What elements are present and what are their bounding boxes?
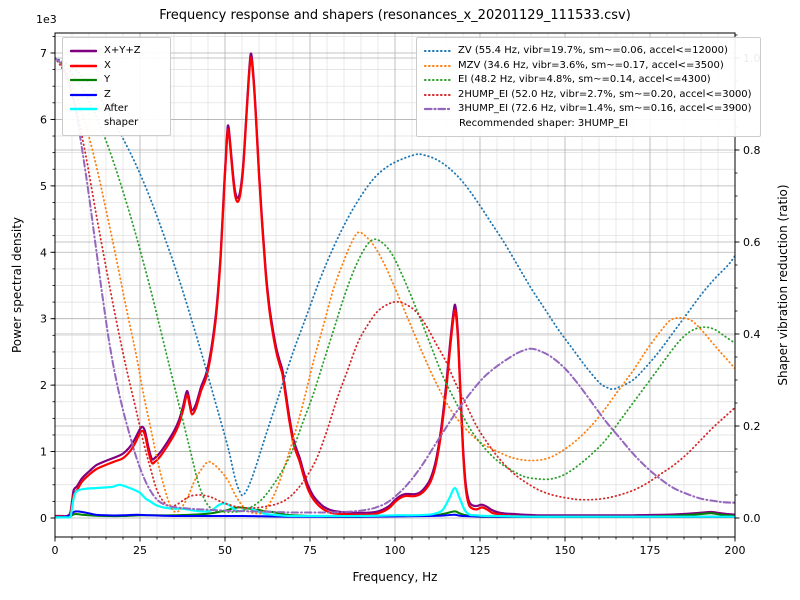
y-left-tick-label: 1 xyxy=(40,446,47,459)
curves xyxy=(55,52,735,519)
y-axis-label-right: Shaper vibration reduction (ratio) xyxy=(776,184,790,386)
legend-item-3hump_ei: 3HUMP_EI (72.6 Hz, vibr=1.4%, sm~=0.16, … xyxy=(424,102,752,116)
x-tick-label: 0 xyxy=(52,544,59,557)
legend-label-mzv: MZV (34.6 Hz, vibr=3.6%, sm~=0.17, accel… xyxy=(458,59,724,71)
y-left-tick-label: 4 xyxy=(40,246,47,259)
x-tick-label: 25 xyxy=(133,544,147,557)
series-z xyxy=(55,510,735,519)
legend-swatch-x-y-z xyxy=(70,49,97,53)
legend-label-after-shaper: After shaper xyxy=(104,103,139,128)
y-right-tick-label: 0.6 xyxy=(743,236,761,249)
series-ei xyxy=(55,57,735,514)
legend-swatch-zv xyxy=(424,49,451,53)
legend-label-3hump_ei: 3HUMP_EI (72.6 Hz, vibr=1.4%, sm~=0.16, … xyxy=(458,103,752,114)
legend-item-after-shaper: After shaper xyxy=(70,102,162,129)
y-right-tick-label: 0.2 xyxy=(743,420,761,433)
legend-label-y: Y xyxy=(104,74,111,85)
legend-label-2hump_ei: 2HUMP_EI (52.0 Hz, vibr=2.7%, sm~=0.20, … xyxy=(458,88,752,100)
legend-swatch-x xyxy=(70,64,97,67)
x-tick-label: 150 xyxy=(555,544,576,557)
chart-title: Frequency response and shapers (resonanc… xyxy=(159,8,631,23)
legend-label-z: Z xyxy=(104,88,111,100)
psd-legend: X+Y+Z X Y Z After shaper xyxy=(62,37,171,136)
series-x xyxy=(55,56,735,518)
series-2hump_ei xyxy=(55,57,735,509)
legend-swatch-z xyxy=(70,93,97,96)
y-left-tick-label: 5 xyxy=(40,180,47,193)
legend-item-ei: EI (48.2 Hz, vibr=4.8%, sm~=0.14, accel<… xyxy=(424,73,752,87)
legend-swatch-mzv xyxy=(424,64,451,67)
legend-swatch-after-shaper xyxy=(70,107,97,111)
y-left-tick-label: 2 xyxy=(40,379,47,392)
shaper-legend: ZV (55.4 Hz, vibr=19.7%, sm~=0.06, accel… xyxy=(416,37,761,137)
y-left-tick-label: 3 xyxy=(40,313,47,326)
y-left-tick-label: 0 xyxy=(40,512,47,525)
legend-item-zv: ZV (55.4 Hz, vibr=19.7%, sm~=0.06, accel… xyxy=(424,44,752,58)
legend-label-zv: ZV (55.4 Hz, vibr=19.7%, sm~=0.06, accel… xyxy=(458,45,728,56)
series-3hump_ei xyxy=(55,57,735,514)
x-tick-label: 175 xyxy=(640,544,661,557)
legend-swatch-3hump_ei xyxy=(424,107,451,111)
x-tick-label: 75 xyxy=(303,544,317,557)
recommended-shaper-note: Recommended shaper: 3HUMP_EI xyxy=(459,117,629,129)
y-left-tick-label: 6 xyxy=(40,113,47,126)
legend-swatch-y xyxy=(70,78,97,82)
legend-label-ei: EI (48.2 Hz, vibr=4.8%, sm~=0.14, accel<… xyxy=(458,74,711,85)
x-tick-label: 125 xyxy=(470,544,491,557)
legend-label-x-y-z: X+Y+Z xyxy=(104,45,141,56)
y-axis-offset-text: 1e3 xyxy=(36,13,57,26)
legend-item-2hump_ei: 2HUMP_EI (52.0 Hz, vibr=2.7%, sm~=0.20, … xyxy=(424,88,752,102)
x-tick-label: 50 xyxy=(218,544,232,557)
legend-item-x-y-z: X+Y+Z xyxy=(70,44,162,58)
legend-item-mzv: MZV (34.6 Hz, vibr=3.6%, sm~=0.17, accel… xyxy=(424,59,752,73)
legend-item-y: Y xyxy=(70,73,162,87)
y-left-tick-label: 7 xyxy=(40,47,47,60)
x-tick-label: 200 xyxy=(725,544,746,557)
x-tick-label: 100 xyxy=(385,544,406,557)
series-mzv xyxy=(55,57,735,515)
legend-item-z: Z xyxy=(70,88,162,102)
legend-label-x: X xyxy=(104,59,111,71)
y-axis-label-left: Power spectral density xyxy=(10,216,24,354)
y-right-tick-label: 0.4 xyxy=(743,328,761,341)
legend-swatch-2hump_ei xyxy=(424,93,451,96)
x-axis-label: Frequency, Hz xyxy=(352,570,438,584)
series-zv xyxy=(55,57,735,497)
y-right-tick-label: 0.0 xyxy=(743,512,761,525)
legend-swatch-ei xyxy=(424,78,451,82)
y-right-tick-label: 0.8 xyxy=(743,144,761,157)
legend-item-x: X xyxy=(70,59,162,73)
